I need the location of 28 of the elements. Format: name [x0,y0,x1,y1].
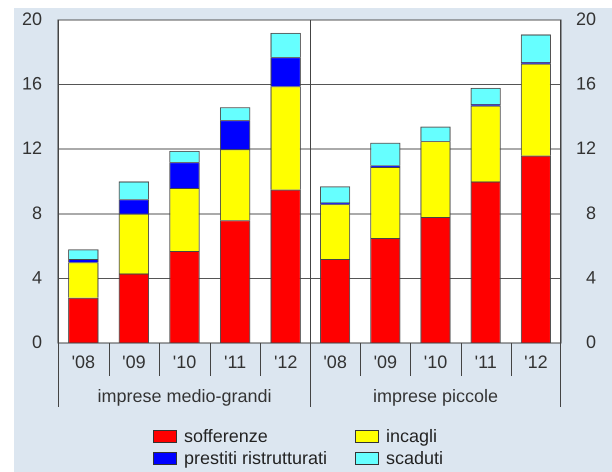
x-axis-title: imprese medio-grandi [97,386,272,406]
y-tick-label: 16 [22,74,42,94]
y-tick-label: 12 [22,138,42,158]
y-tick-label: 4 [586,267,596,288]
legend-label: scaduti [386,448,444,468]
y-tick-label: 12 [576,138,596,158]
x-tick-label: '12 [274,352,298,372]
legend-label: prestiti ristrutturati [184,448,328,468]
y-tick-label: 20 [576,8,596,29]
x-tick-label: '10 [424,352,448,372]
legend-label: incagli [386,426,438,446]
y-tick-label: 20 [22,8,42,29]
x-tick-label: '08 [72,352,96,372]
y-tick-label: 8 [32,202,42,223]
legend-label: sofferenze [184,426,268,446]
y-tick-label: 4 [32,267,42,288]
x-tick-label: '10 [172,352,196,372]
x-tick-label: '09 [374,352,398,372]
x-tick-label: '08 [323,352,347,372]
y-tick-label: 0 [32,332,42,352]
x-tick-label: '11 [224,352,246,372]
x-axis-title: imprese piccole [372,386,498,406]
y-tick-label: 0 [586,332,596,352]
y-tick-label: 16 [576,74,596,94]
y-tick-label: 8 [586,202,596,223]
x-tick-label: '11 [474,352,497,372]
x-tick-label: '12 [524,352,548,372]
x-tick-label: '09 [122,352,146,372]
